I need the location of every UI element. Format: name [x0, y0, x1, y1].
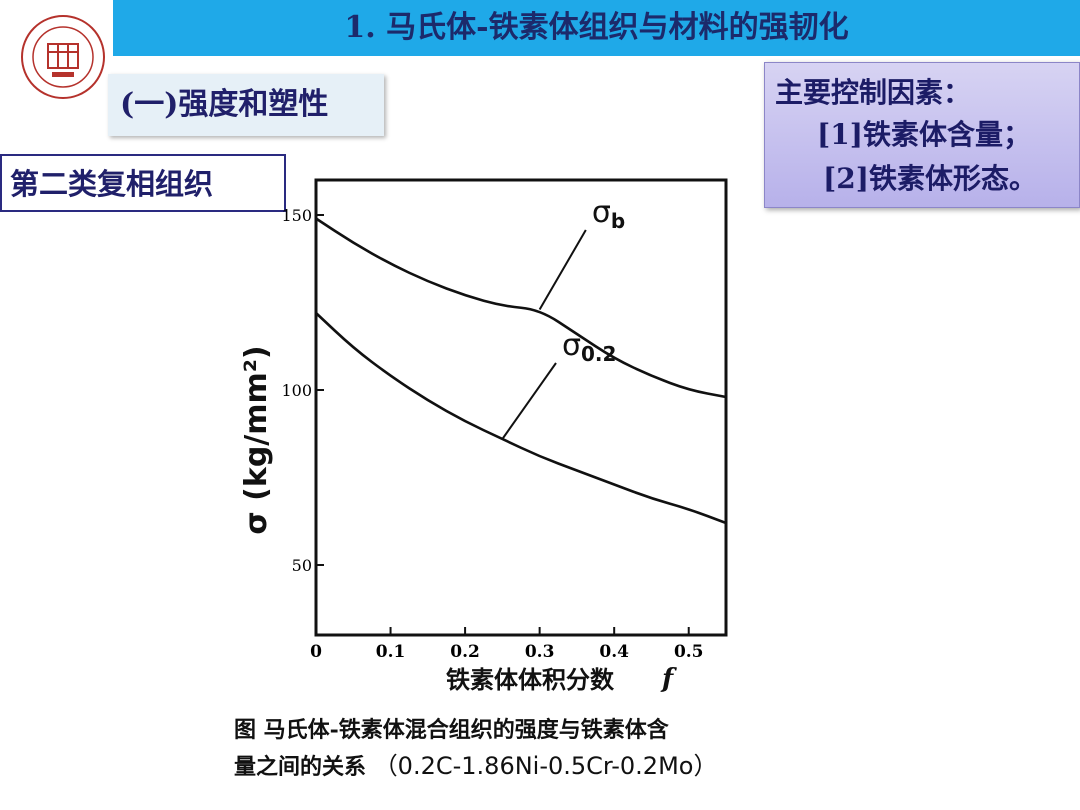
y-tick-label: 100	[281, 381, 312, 400]
control-factors-box: 主要控制因素： [1]铁素体含量； [2]铁素体形态。	[764, 62, 1080, 208]
page-title: 1. 马氏体-铁素体组织与材料的强韧化	[113, 0, 1080, 56]
series-leader-line	[501, 362, 557, 440]
series-line	[315, 217, 727, 399]
section-heading: (一)强度和塑性	[108, 74, 384, 136]
x-axis-symbol: f	[660, 664, 677, 694]
series-leader-line	[538, 229, 587, 311]
strength-chart: 0 0.1 0.2 0.3 0.4 0.5 150 100 50 σb σ0.2 σ (kg/mm…	[239, 178, 728, 694]
series-label: σb	[592, 195, 625, 233]
caption-line2: 量之间的关系 （0.2C-1.86Ni-0.5Cr-0.2Mo）	[234, 748, 844, 785]
plot-frame	[314, 178, 728, 637]
caption-line2-prefix: 量之间的关系	[234, 754, 367, 780]
series-line	[315, 312, 727, 525]
caption-formula: （0.2C-1.86Ni-0.5Cr-0.2Mo）	[373, 752, 718, 780]
y-tick-label: 50	[292, 556, 312, 575]
x-tick-label: 0.1	[376, 642, 406, 662]
y-tick-label: 150	[281, 206, 312, 225]
x-axis-label: 铁素体体积分数	[446, 665, 615, 694]
x-tick-label: 0.3	[525, 642, 555, 662]
y-axis-label: σ (kg/mm²)	[239, 345, 274, 534]
structure-type-label: 第二类复相组织	[0, 154, 286, 212]
series-label: σ0.2	[562, 328, 616, 366]
factors-heading: 主要控制因素：	[775, 76, 972, 109]
x-tick-label: 0.5	[674, 642, 704, 662]
figure-caption: 图 马氏体-铁素体混合组织的强度与铁素体含 量之间的关系 （0.2C-1.86N…	[234, 712, 844, 785]
x-tick-label: 0.4	[599, 642, 629, 662]
caption-line1: 图 马氏体-铁素体混合组织的强度与铁素体含	[234, 717, 669, 743]
x-tick-label: 0	[310, 642, 322, 662]
x-tick-label: 0.2	[450, 642, 480, 662]
factor-item: [2]铁素体形态。	[823, 162, 1037, 195]
factor-item: [1]铁素体含量；	[817, 118, 1031, 151]
university-logo	[21, 15, 105, 99]
